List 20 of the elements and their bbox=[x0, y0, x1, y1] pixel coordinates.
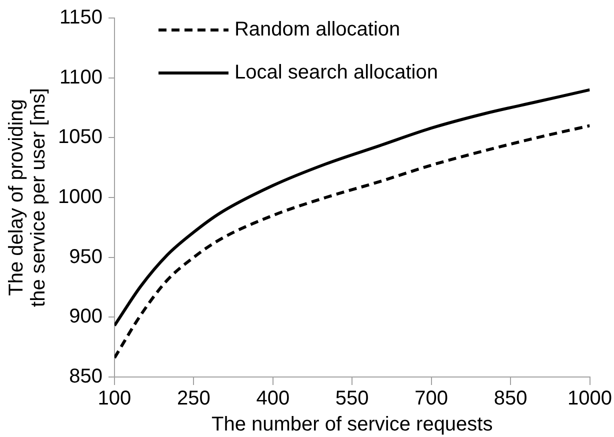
x-tick-label: 1000 bbox=[568, 388, 612, 410]
x-axis-title: The number of service requests bbox=[212, 414, 493, 436]
x-tick-label: 250 bbox=[177, 388, 210, 410]
y-tick-label: 1150 bbox=[59, 6, 102, 29]
y-tick-label: 900 bbox=[69, 306, 102, 328]
y-tick-label: 1050 bbox=[58, 126, 102, 148]
line-series bbox=[114, 88, 590, 328]
x-tick-label: 550 bbox=[335, 388, 369, 410]
y-tick-label: 850 bbox=[69, 366, 102, 388]
legend-label: Local search allocation bbox=[234, 62, 438, 84]
legend-label: Random allocation bbox=[234, 18, 400, 41]
y-tick-label: 1100 bbox=[59, 66, 102, 88]
y-tick-label: 1000 bbox=[58, 186, 102, 208]
y-axis-title: The delay of providing the service per user [ms] bbox=[6, 88, 50, 307]
line-series bbox=[114, 124, 590, 360]
y-tick-label: 950 bbox=[69, 246, 102, 268]
x-tick-label: 700 bbox=[414, 388, 448, 410]
x-tick-label: 850 bbox=[494, 388, 528, 410]
x-tick-label: 100 bbox=[98, 388, 132, 410]
x-tick-label: 400 bbox=[256, 388, 290, 410]
